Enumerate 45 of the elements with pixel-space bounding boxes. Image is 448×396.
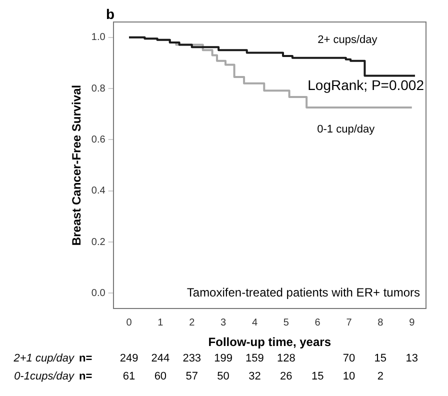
text: 70 — [342, 352, 356, 365]
text: 26 — [280, 370, 292, 383]
text: 32 — [248, 370, 261, 383]
series-label: 2+ cups/day — [318, 34, 378, 46]
y-tick-label: 0.8 — [91, 83, 106, 94]
text: 244 — [151, 352, 170, 365]
x-axis-title: Follow-up time, years — [208, 335, 332, 350]
text: 15 — [311, 370, 324, 383]
y-tick-label: 0.6 — [91, 134, 106, 146]
text: 13 — [406, 352, 418, 365]
y-tick-label: 0.2 — [91, 236, 106, 248]
text: 128 — [276, 352, 296, 365]
text: 15 — [374, 352, 387, 365]
x-tick-label: 0 — [126, 317, 132, 328]
text: 0-1cups/day — [14, 370, 76, 383]
x-tick-label: 3 — [220, 317, 227, 328]
x-tick-label: 1 — [158, 317, 164, 328]
text: 159 — [246, 352, 264, 365]
x-tick-label: 4 — [252, 317, 258, 328]
text: n= — [79, 370, 92, 383]
text: 57 — [186, 370, 198, 383]
text: 2+1 cup/day — [12, 352, 76, 365]
y-tick-label: 0.4 — [91, 186, 106, 197]
annotation: Tamoxifen-treated patients with ER+ tumors — [186, 286, 420, 300]
x-tick-label: 2 — [189, 317, 196, 328]
text: 61 — [122, 370, 136, 383]
text: 10 — [342, 370, 356, 383]
text: 50 — [217, 370, 230, 383]
y-tick-label: 0.0 — [91, 288, 106, 299]
x-tick-label: 6 — [314, 317, 321, 328]
text: 249 — [120, 352, 138, 365]
text: n= — [79, 352, 92, 365]
y-tick-label: 1.0 — [91, 32, 106, 44]
series-label: 0-1 cup/day — [317, 124, 376, 136]
annotation: LogRank; P=0.002 — [308, 76, 424, 93]
x-tick-label: 8 — [378, 317, 384, 328]
x-tick-label: 7 — [346, 317, 352, 328]
text: 60 — [154, 370, 167, 383]
x-tick-label: 9 — [409, 317, 416, 328]
text: 2 — [377, 370, 384, 383]
text: 199 — [214, 352, 232, 365]
x-tick-label: 5 — [283, 317, 290, 328]
y-axis-title: Breast Cancer-Free Survival — [70, 84, 84, 246]
chart-title: b — [106, 6, 115, 22]
text: 233 — [182, 352, 202, 365]
